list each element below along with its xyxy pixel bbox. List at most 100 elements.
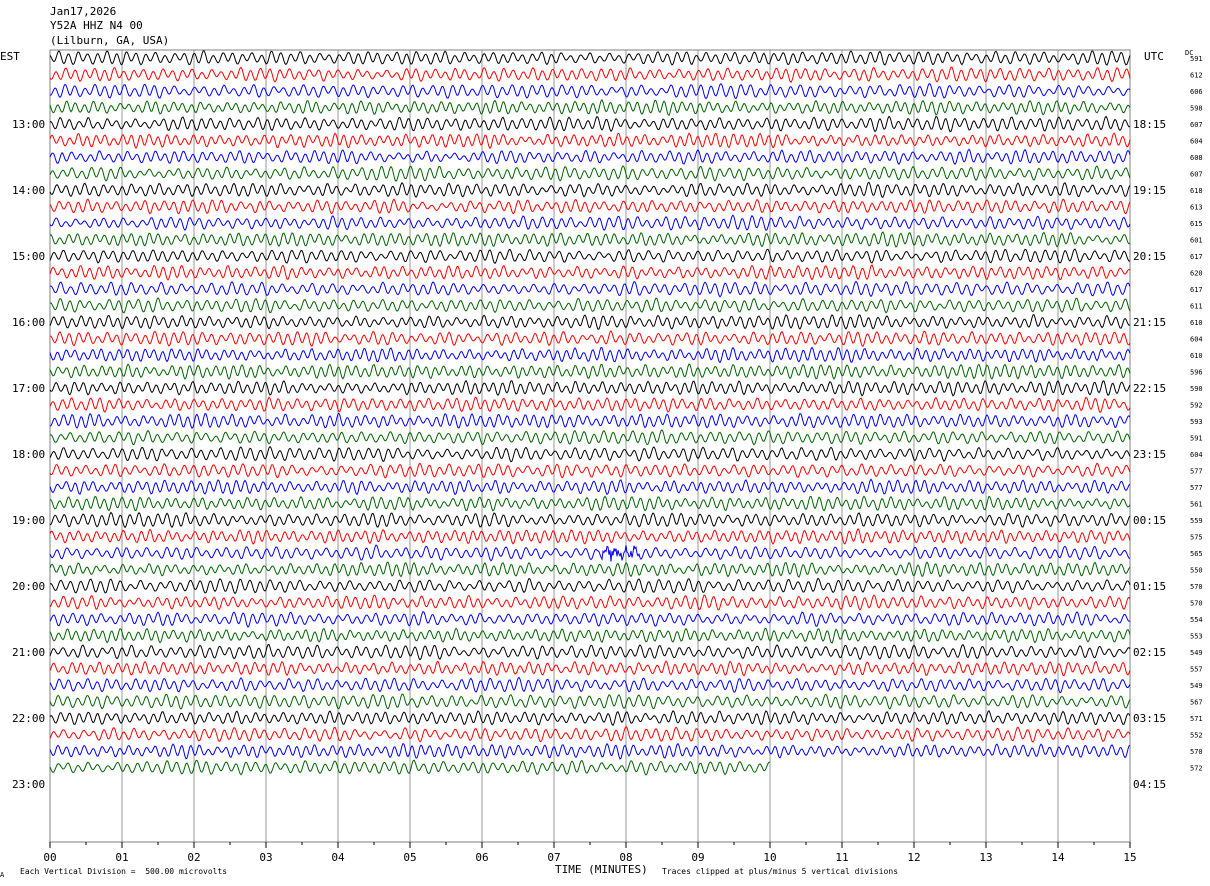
- dc-offset-label: 593: [1190, 418, 1203, 426]
- dc-label: DC: [1185, 49, 1194, 57]
- x-tick-label: 09: [691, 851, 704, 864]
- seismic-trace: [49, 248, 1131, 265]
- seismic-trace: [49, 725, 1131, 743]
- seismic-trace: [49, 759, 771, 776]
- dc-offset-label: 572: [1190, 765, 1203, 773]
- x-tick-label: 00: [43, 851, 56, 864]
- seismic-trace: [49, 676, 1131, 694]
- x-tick-label: 10: [763, 851, 776, 864]
- x-tick-label: 03: [259, 851, 272, 864]
- seismic-trace: [49, 231, 1131, 248]
- dc-offset-label: 604: [1190, 138, 1203, 146]
- seismic-trace: [49, 660, 1131, 677]
- seismic-trace: [49, 594, 1131, 611]
- dc-offset-label: 592: [1190, 402, 1203, 410]
- seismic-trace: [49, 643, 1131, 661]
- dc-offset-label: 591: [1190, 435, 1203, 443]
- right-hour-label: 03:15: [1133, 712, 1166, 725]
- left-hour-label: 22:00: [12, 712, 45, 725]
- dc-offset-label: 567: [1190, 699, 1203, 707]
- right-hour-label: 18:15: [1133, 118, 1166, 131]
- dc-offset-label: 613: [1190, 204, 1203, 212]
- seismic-trace: [49, 429, 1131, 446]
- seismic-trace: [49, 363, 1131, 381]
- x-tick-label: 04: [331, 851, 345, 864]
- seismic-trace: [49, 314, 1131, 330]
- seismic-trace: [49, 527, 1131, 546]
- left-hour-label: 20:00: [12, 580, 45, 593]
- x-tick-label: 01: [115, 851, 128, 864]
- seismic-trace: [49, 165, 1131, 183]
- right-hour-label: 02:15: [1133, 646, 1166, 659]
- dc-offset-label: 577: [1190, 468, 1203, 476]
- x-tick-label: 14: [1051, 851, 1065, 864]
- dc-offset-label: 610: [1190, 352, 1203, 360]
- dc-offset-label: 596: [1190, 369, 1203, 377]
- scale-note: Each Vertical Division = 500.00 microvol…: [20, 867, 228, 876]
- dc-offset-label: 552: [1190, 732, 1203, 740]
- header-station: Y52A HHZ N4 00: [50, 19, 143, 32]
- seismic-trace: [49, 693, 1131, 710]
- right-hour-label: 21:15: [1133, 316, 1166, 329]
- seismic-trace: [49, 544, 1131, 562]
- seismic-trace: [49, 297, 1131, 314]
- dc-offset-label: 604: [1190, 451, 1203, 459]
- seismic-trace: [49, 561, 1131, 578]
- seismic-trace: [49, 132, 1131, 150]
- x-tick-label: 08: [619, 851, 632, 864]
- x-tick-label: 06: [475, 851, 488, 864]
- x-tick-label: 15: [1123, 851, 1136, 864]
- dc-offset-label: 570: [1190, 748, 1203, 756]
- seismic-trace: [49, 742, 1131, 760]
- dc-offset-label: 618: [1190, 187, 1203, 195]
- seismic-trace: [49, 495, 1131, 512]
- dc-offset-label: 565: [1190, 550, 1203, 558]
- x-axis-label: TIME (MINUTES): [555, 863, 648, 876]
- seismic-trace: [49, 396, 1131, 414]
- x-tick-label: 11: [835, 851, 848, 864]
- left-timezone-label: EST: [0, 50, 20, 63]
- left-hour-label: 18:00: [12, 448, 45, 461]
- dc-offset-label: 557: [1190, 666, 1203, 674]
- x-tick-label: 12: [907, 851, 920, 864]
- dc-offset-label: 561: [1190, 501, 1203, 509]
- dc-offset-label: 607: [1190, 121, 1203, 129]
- right-timezone-label: UTC: [1144, 50, 1164, 63]
- dc-offset-label: 617: [1190, 286, 1203, 294]
- seismic-trace: [49, 115, 1131, 133]
- dc-offset-label: 620: [1190, 270, 1203, 278]
- x-tick-label: 05: [403, 851, 416, 864]
- plot-frame: [49, 49, 1131, 843]
- dc-offset-label: 570: [1190, 583, 1203, 591]
- seismic-trace: [49, 280, 1131, 298]
- x-tick-label: 07: [547, 851, 560, 864]
- seismic-trace: [49, 709, 1131, 727]
- left-hour-label: 19:00: [12, 514, 45, 527]
- seismic-trace: [49, 412, 1131, 430]
- seismic-trace: [49, 379, 1131, 397]
- dc-offset-label: 550: [1190, 567, 1203, 575]
- seismic-trace: [49, 198, 1131, 215]
- seismic-trace: [49, 577, 1131, 595]
- dc-offset-label: 601: [1190, 237, 1203, 245]
- right-hour-label: 01:15: [1133, 580, 1166, 593]
- seismic-trace: [49, 610, 1131, 628]
- seismic-trace: [49, 181, 1131, 198]
- left-hour-label: 13:00: [12, 118, 45, 131]
- right-hour-label: 19:15: [1133, 184, 1166, 197]
- dc-offset-label: 554: [1190, 616, 1203, 624]
- right-hour-label: 04:15: [1133, 778, 1166, 791]
- dc-offset-label: 591: [1190, 55, 1203, 63]
- left-hour-label: 16:00: [12, 316, 45, 329]
- dc-offset-label: 559: [1190, 517, 1203, 525]
- right-hour-label: 00:15: [1133, 514, 1166, 527]
- dc-offset-label: 617: [1190, 253, 1203, 261]
- header-date: Jan17,2026: [50, 5, 117, 18]
- dc-offset-label: 598: [1190, 105, 1203, 113]
- dc-offset-label: 577: [1190, 484, 1203, 492]
- seismic-trace: [49, 445, 1131, 463]
- seismic-trace: [49, 511, 1131, 529]
- seismic-trace: [49, 346, 1131, 364]
- dc-offset-label: 571: [1190, 715, 1203, 723]
